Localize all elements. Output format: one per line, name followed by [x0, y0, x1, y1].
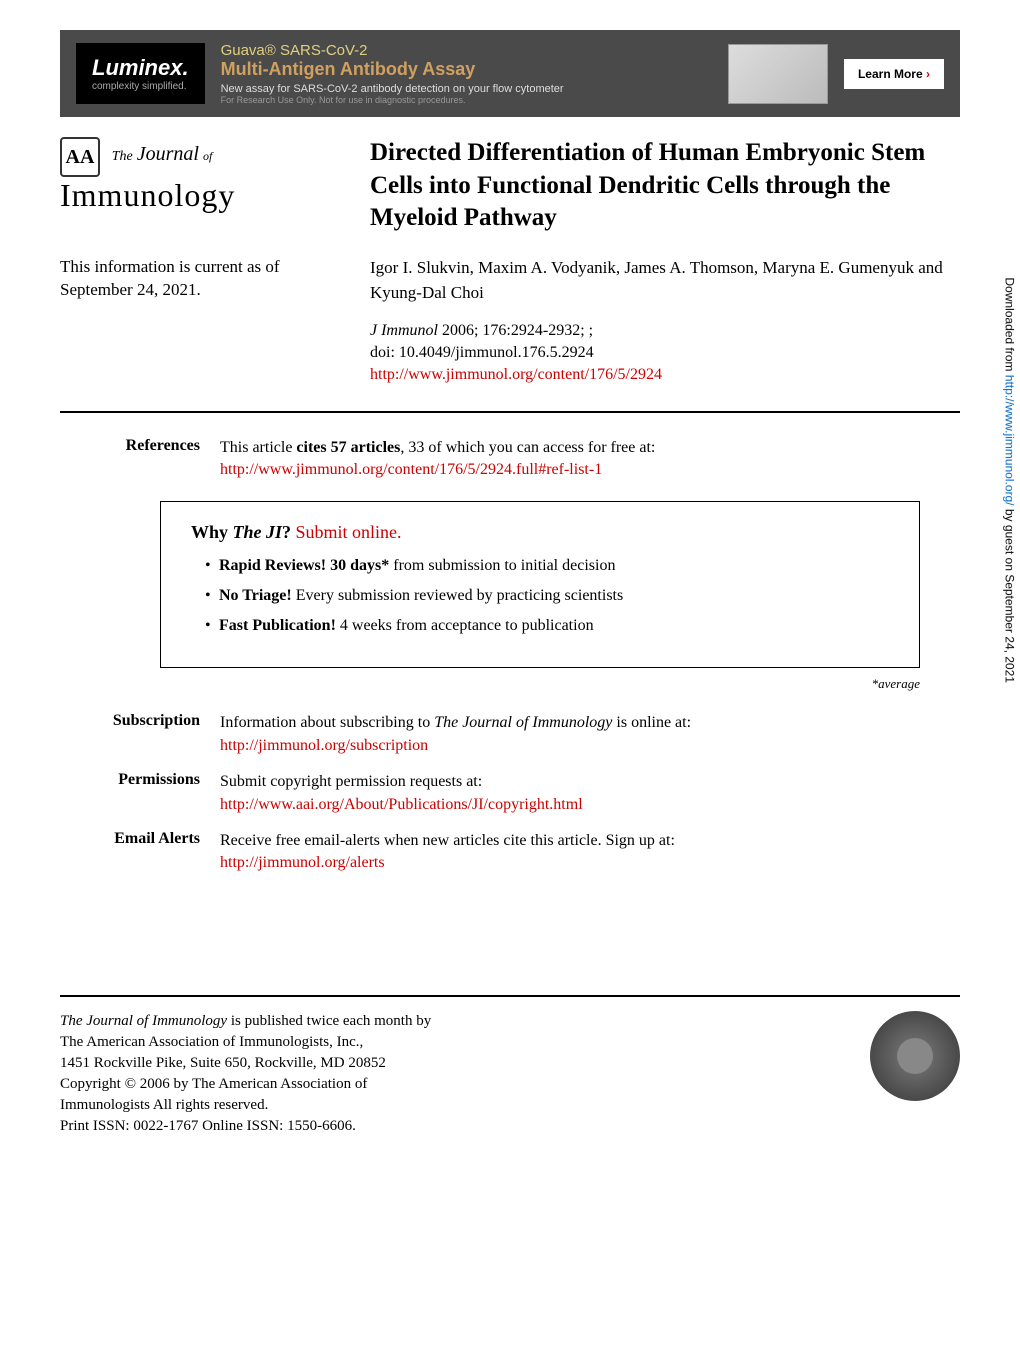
journal-logo-text: The Journal of — [112, 147, 213, 164]
footer-line1-rest: is published twice each month by — [227, 1013, 431, 1029]
alerts-label: Email Alerts — [60, 830, 200, 875]
why-q: ? — [282, 522, 296, 542]
why-2-rest: Every submission reviewed by practicing … — [292, 587, 623, 604]
references-row: References This article cites 57 article… — [60, 437, 960, 482]
ad-banner[interactable]: Luminex. complexity simplified. Guava® S… — [60, 30, 960, 117]
footer-line6: Print ISSN: 0022-1767 Online ISSN: 1550-… — [60, 1118, 356, 1134]
luminex-logo: Luminex. complexity simplified. — [76, 43, 205, 104]
why-item-2: No Triage! Every submission reviewed by … — [205, 587, 889, 605]
citation-details: 2006; 176:2924-2932; ; — [438, 322, 593, 339]
why-1-rest: from submission to initial decision — [389, 557, 615, 574]
why-em: The JI — [233, 522, 283, 542]
doi: doi: 10.4049/jimmunol.176.5.2924 — [370, 344, 594, 361]
alerts-content: Receive free email-alerts when new artic… — [220, 830, 960, 875]
logo-main-text: Luminex. — [92, 55, 189, 81]
logo-sub-text: complexity simplified. — [92, 81, 189, 92]
journal-logo: AA The Journal of Immunology — [60, 137, 340, 235]
current-info: This information is current as of Septem… — [60, 255, 340, 387]
perm-text: Submit copyright permission requests at: — [220, 773, 482, 790]
footer-line5: Immunologists All rights reserved. — [60, 1097, 268, 1113]
logo-journal: Journal — [137, 143, 199, 165]
why-3-rest: 4 weeks from acceptance to publication — [336, 617, 594, 634]
subscription-content: Information about subscribing to The Jou… — [220, 712, 960, 757]
alerts-row: Email Alerts Receive free email-alerts w… — [60, 830, 960, 875]
average-note: *average — [60, 676, 920, 692]
footer-text: The Journal of Immunology is published t… — [60, 1011, 840, 1137]
why-ji-box: Why The JI? Submit online. Rapid Reviews… — [160, 501, 920, 668]
permissions-url-link[interactable]: http://www.aai.org/About/Publications/JI… — [220, 794, 960, 816]
footer-line2: The American Association of Immunologist… — [60, 1034, 363, 1050]
header-row: AA The Journal of Immunology Directed Di… — [60, 137, 960, 235]
citation-journal: J Immunol — [370, 322, 438, 339]
banner-title-2: Multi-Antigen Antibody Assay — [221, 59, 712, 80]
why-2-bold: No Triage! — [219, 587, 292, 604]
ref-text-bold: cites 57 articles — [296, 439, 400, 456]
download-attribution: Downloaded from http://www.jimmunol.org/… — [1003, 277, 1017, 683]
side-url-link[interactable]: http://www.jimmunol.org/ — [1003, 374, 1017, 505]
submit-online-link[interactable]: Submit online. — [296, 522, 402, 542]
journal-logo-icon: AA — [60, 137, 100, 177]
side-post: by guest on September 24, 2021 — [1003, 505, 1017, 682]
footer-divider — [60, 995, 960, 997]
logo-immunology: Immunology — [60, 177, 340, 214]
sub-text-em: The Journal of Immunology — [434, 714, 612, 731]
banner-subtitle-2: For Research Use Only. Not for use in di… — [221, 95, 712, 105]
banner-subtitle-1: New assay for SARS-CoV-2 antibody detect… — [221, 83, 712, 95]
why-item-1: Rapid Reviews! 30 days* from submission … — [205, 557, 889, 575]
logo-of: of — [203, 149, 212, 163]
why-1-bold: Rapid Reviews! 30 days* — [219, 557, 389, 574]
banner-product-image — [728, 44, 828, 104]
why-3-bold: Fast Publication! — [219, 617, 336, 634]
footer-line1-em: The Journal of Immunology — [60, 1013, 227, 1029]
alerts-text: Receive free email-alerts when new artic… — [220, 832, 675, 849]
references-url-link[interactable]: http://www.jimmunol.org/content/176/5/29… — [220, 461, 602, 478]
footer-line3: 1451 Rockville Pike, Suite 650, Rockvill… — [60, 1055, 386, 1071]
footer-line4: Copyright © 2006 by The American Associa… — [60, 1076, 367, 1092]
why-pre: Why — [191, 522, 233, 542]
authors-block: Igor I. Slukvin, Maxim A. Vodyanik, Jame… — [370, 255, 960, 387]
permissions-row: Permissions Submit copyright permission … — [60, 771, 960, 816]
subscription-row: Subscription Information about subscribi… — [60, 712, 960, 757]
sub-text-pre: Information about subscribing to — [220, 714, 434, 731]
side-pre: Downloaded from — [1003, 277, 1017, 374]
sub-text-post: is online at: — [612, 714, 691, 731]
banner-title-1: Guava® SARS-CoV-2 — [221, 42, 712, 59]
subscription-label: Subscription — [60, 712, 200, 757]
alerts-url-link[interactable]: http://jimmunol.org/alerts — [220, 852, 960, 874]
logo-the: The — [112, 149, 133, 164]
article-title: Directed Differentiation of Human Embryo… — [370, 137, 960, 235]
citation: J Immunol 2006; 176:2924-2932; ; doi: 10… — [370, 320, 960, 387]
permissions-content: Submit copyright permission requests at:… — [220, 771, 960, 816]
footer-row: The Journal of Immunology is published t… — [60, 1011, 960, 1137]
learn-more-button[interactable]: Learn More — [844, 59, 944, 89]
banner-text-block: Guava® SARS-CoV-2 Multi-Antigen Antibody… — [221, 42, 712, 105]
meta-row: This information is current as of Septem… — [60, 255, 960, 387]
article-url-link[interactable]: http://www.jimmunol.org/content/176/5/29… — [370, 366, 662, 383]
why-list: Rapid Reviews! 30 days* from submission … — [191, 557, 889, 635]
ref-text-post: , 33 of which you can access for free at… — [400, 439, 655, 456]
ref-text-pre: This article — [220, 439, 296, 456]
divider — [60, 411, 960, 413]
references-label: References — [60, 437, 200, 482]
references-content: This article cites 57 articles, 33 of wh… — [220, 437, 960, 482]
why-title: Why The JI? Submit online. — [191, 522, 889, 543]
authors: Igor I. Slukvin, Maxim A. Vodyanik, Jame… — [370, 255, 960, 306]
subscription-url-link[interactable]: http://jimmunol.org/subscription — [220, 735, 960, 757]
permissions-label: Permissions — [60, 771, 200, 816]
aai-seal-icon — [870, 1011, 960, 1101]
why-item-3: Fast Publication! 4 weeks from acceptanc… — [205, 617, 889, 635]
